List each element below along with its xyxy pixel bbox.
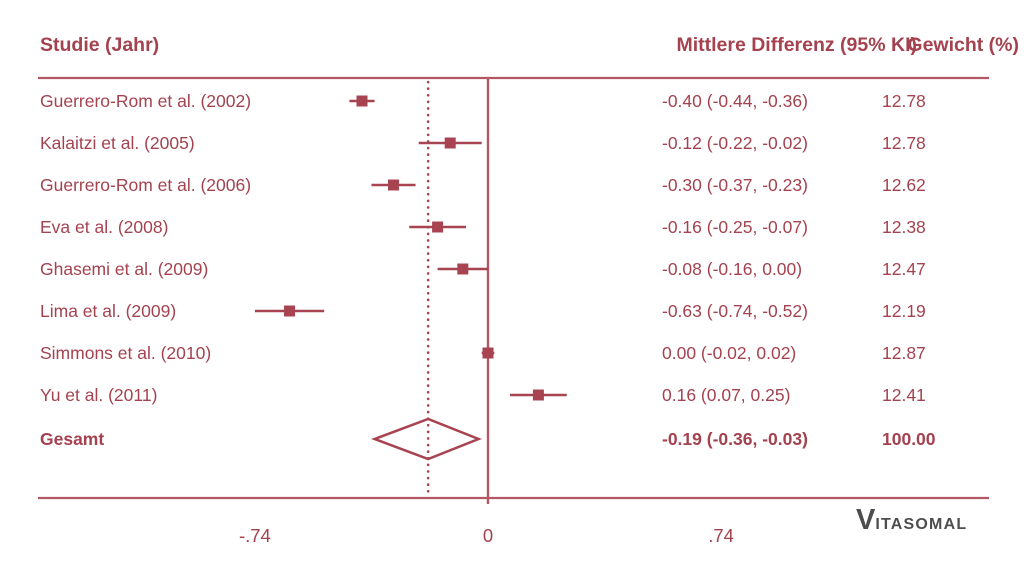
- x-tick-label: .74: [708, 525, 734, 546]
- study-weight: 12.41: [882, 385, 926, 405]
- study-weight: 12.47: [882, 259, 926, 279]
- overall-weight: 100.00: [882, 429, 936, 449]
- study-weight: 12.78: [882, 133, 926, 153]
- logo-initial: V: [856, 504, 876, 536]
- study-weight: 12.19: [882, 301, 926, 321]
- study-estimate: 0.16 (0.07, 0.25): [662, 385, 791, 405]
- study-label: Kalaitzi et al. (2005): [40, 133, 195, 153]
- effect-marker: [457, 263, 469, 275]
- overall-estimate: -0.19 (-0.36, -0.03): [662, 429, 808, 449]
- vitasomal-logo: V ITASOMAL: [856, 504, 967, 536]
- study-estimate: -0.08 (-0.16, 0.00): [662, 259, 803, 279]
- column-header-weight: Gewicht (%): [907, 34, 1019, 56]
- study-estimate: -0.12 (-0.22, -0.02): [662, 133, 808, 153]
- effect-marker: [432, 221, 444, 233]
- x-tick-label: 0: [482, 525, 494, 546]
- effect-marker: [356, 95, 368, 107]
- study-label: Simmons et al. (2010): [40, 343, 212, 363]
- study-estimate: -0.63 (-0.74, -0.52): [662, 301, 808, 321]
- study-weight: 12.87: [882, 343, 926, 363]
- study-estimate: -0.40 (-0.44, -0.36): [662, 91, 808, 111]
- study-weight: 12.62: [882, 175, 926, 195]
- column-header-estimate: Mittlere Differenz (95% KI): [676, 34, 917, 56]
- effect-marker: [532, 389, 544, 401]
- study-label: Guerrero-Rom et al. (2006): [40, 175, 252, 195]
- column-header-study: Studie (Jahr): [40, 34, 160, 56]
- study-label: Yu et al. (2011): [40, 385, 158, 405]
- effect-marker: [482, 347, 494, 359]
- effect-marker: [284, 305, 296, 317]
- study-estimate: -0.16 (-0.25, -0.07): [662, 217, 808, 237]
- overall-diamond: [371, 417, 482, 461]
- study-estimate: 0.00 (-0.02, 0.02): [662, 343, 797, 363]
- study-estimate: -0.30 (-0.37, -0.23): [662, 175, 808, 195]
- x-tick-label: -.74: [238, 525, 271, 546]
- study-label: Guerrero-Rom et al. (2002): [40, 91, 252, 111]
- study-label: Eva et al. (2008): [40, 217, 169, 237]
- study-weight: 12.78: [882, 91, 926, 111]
- study-label: Lima et al. (2009): [40, 301, 177, 321]
- effect-marker: [444, 137, 456, 149]
- study-weight: 12.38: [882, 217, 926, 237]
- effect-marker: [388, 179, 399, 191]
- logo-wordmark: ITASOMAL: [875, 516, 968, 533]
- study-label: Ghasemi et al. (2009): [40, 259, 209, 279]
- overall-label: Gesamt: [40, 429, 105, 449]
